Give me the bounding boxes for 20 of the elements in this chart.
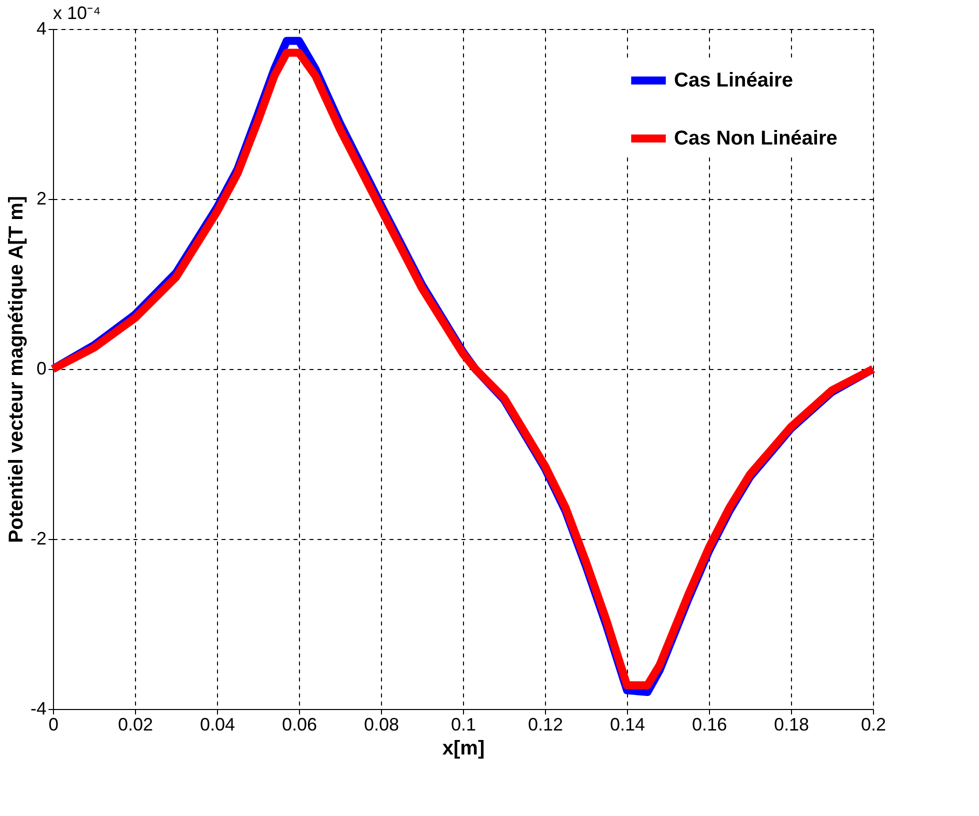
x-tick-label: 0.06 [282, 714, 318, 734]
x-tick-label: 0.14 [610, 714, 646, 734]
y-axis-title: Potentiel vecteur magnétique A[T m] [5, 196, 28, 544]
y-tick-label: 4 [36, 18, 46, 38]
x-tick-label: 0.02 [118, 714, 154, 734]
y-tick-label: -2 [30, 528, 46, 548]
x-axis-title: x[m] [442, 738, 485, 760]
x-tick-label: 0.18 [774, 714, 810, 734]
legend-label: Cas Linéaire [674, 70, 793, 92]
x-tick-label: 0.16 [692, 714, 728, 734]
y-tick-label: 2 [36, 188, 46, 208]
x-tick-label: 0.1 [450, 714, 476, 734]
x-tick-label: 0.12 [528, 714, 564, 734]
x-tick-label: 0.04 [200, 714, 236, 734]
legend-label: Cas Non Linéaire [674, 128, 838, 150]
y-tick-label: 0 [36, 358, 46, 378]
y-tick-label: -4 [30, 698, 46, 718]
x-tick-label: 0.2 [860, 714, 886, 734]
text: x 10⁻⁴ [53, 3, 101, 23]
x-tick-label: 0.08 [364, 714, 400, 734]
